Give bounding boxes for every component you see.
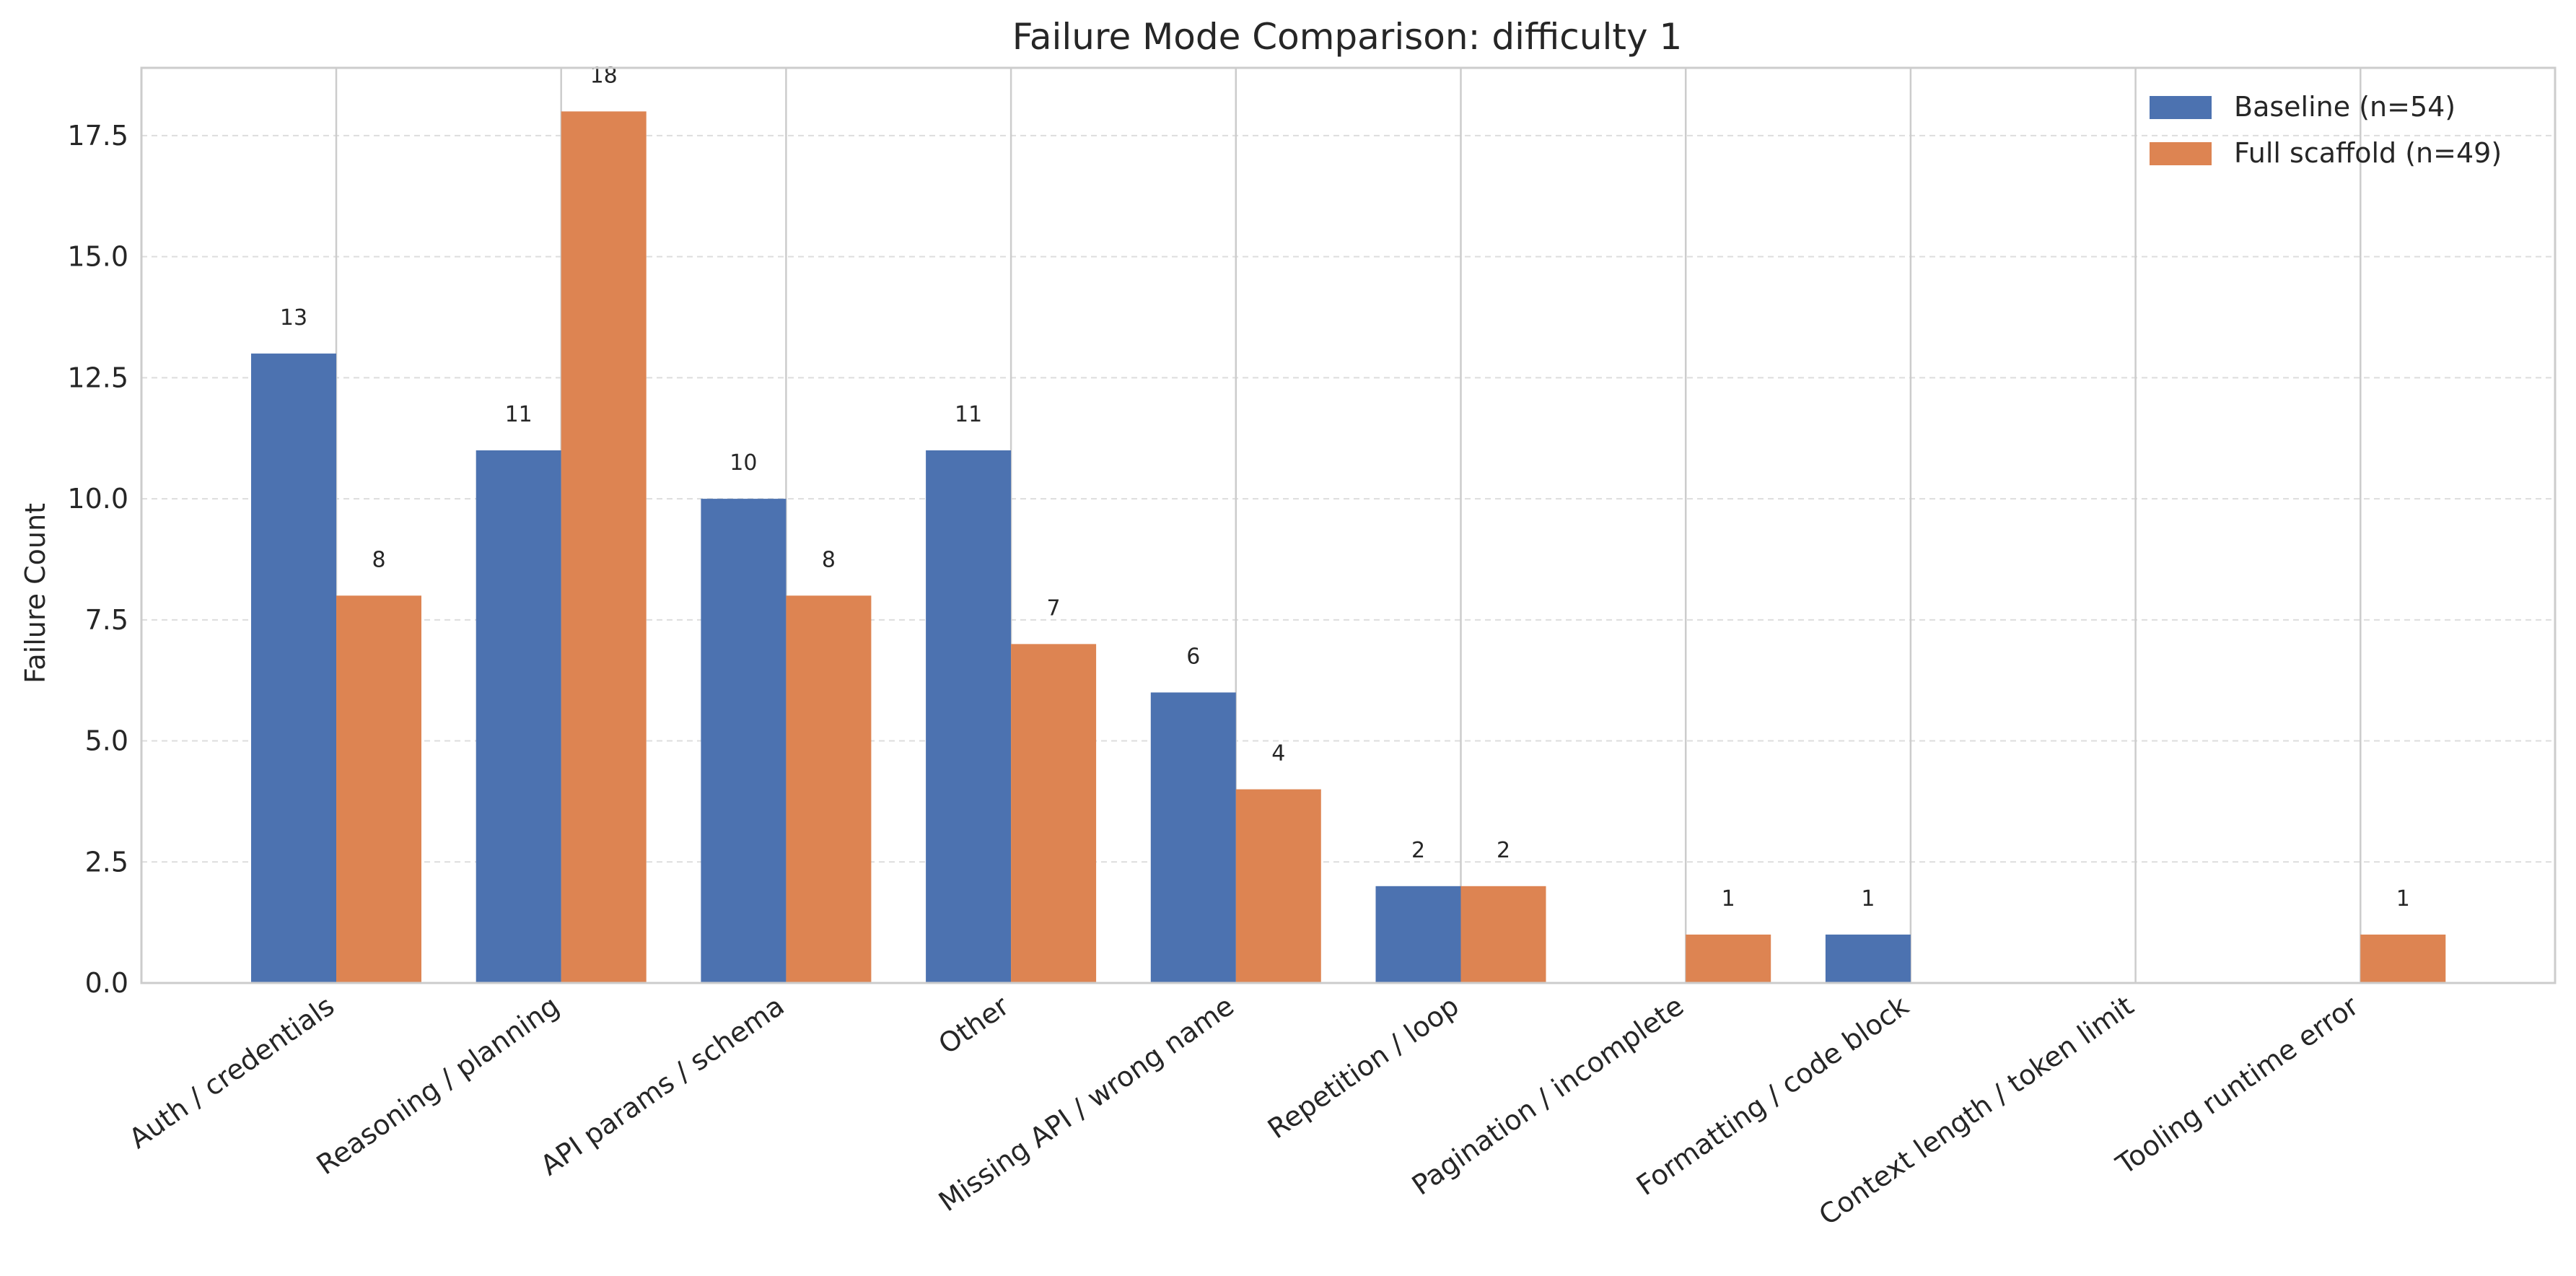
bar xyxy=(336,595,421,983)
x-tick-label: Other xyxy=(933,989,1015,1060)
bar-value-label: 4 xyxy=(1271,741,1285,766)
bar-value-label: 11 xyxy=(505,402,533,427)
y-axis-ticks: 0.0 2.5 5.0 7.5 10.0 12.5 15.0 17.5 xyxy=(67,120,128,999)
y-tick-label: 17.5 xyxy=(67,120,128,152)
bar xyxy=(2360,934,2446,983)
bar-value-label: 2 xyxy=(1497,838,1510,863)
legend: Baseline (n=54) Full scaffold (n=49) xyxy=(2150,91,2502,169)
bar xyxy=(1825,934,1911,983)
bar-value-label: 13 xyxy=(280,305,307,331)
legend-swatch xyxy=(2150,142,2212,165)
x-tick-label: API params / schema xyxy=(535,989,790,1181)
bar-value-label: 7 xyxy=(1047,595,1061,621)
bar xyxy=(786,595,872,983)
x-tick-label: Auth / credentials xyxy=(123,989,340,1155)
chart-title: Failure Mode Comparison: difficulty 1 xyxy=(1012,16,1683,58)
y-tick-label: 0.0 xyxy=(85,967,128,999)
bar xyxy=(1011,644,1097,983)
bar-value-label: 8 xyxy=(822,547,836,572)
bar xyxy=(251,353,336,983)
y-tick-label: 2.5 xyxy=(85,846,128,878)
y-tick-label: 7.5 xyxy=(85,604,128,636)
y-axis-label: Failure Count xyxy=(19,503,51,683)
bar xyxy=(1686,934,1771,983)
bar-value-label: 11 xyxy=(955,402,982,427)
legend-label: Baseline (n=54) xyxy=(2234,91,2455,123)
bar-value-label: 8 xyxy=(372,547,385,572)
bar-value-label: 2 xyxy=(1411,838,1425,863)
bar xyxy=(476,450,561,983)
bar-value-label: 1 xyxy=(2396,886,2410,912)
bar-value-label: 10 xyxy=(730,450,757,476)
x-tick-label: Tooling runtime error xyxy=(2110,989,2365,1181)
legend-label: Full scaffold (n=49) xyxy=(2234,137,2502,169)
bar-value-label: 6 xyxy=(1186,644,1200,669)
bar xyxy=(926,450,1012,983)
plot-frame xyxy=(140,66,2557,984)
y-tick-label: 10.0 xyxy=(67,483,128,515)
bar xyxy=(1235,789,1321,983)
bar xyxy=(701,499,787,983)
bar xyxy=(1375,886,1461,983)
x-tick-label: Reasoning / planning xyxy=(311,989,565,1181)
bar-value-label: 1 xyxy=(1722,886,1735,912)
bars xyxy=(251,111,2446,983)
legend-swatch xyxy=(2150,96,2212,119)
bar xyxy=(1150,692,1236,983)
x-tick-label: Repetition / loop xyxy=(1262,989,1465,1145)
y-tick-label: 5.0 xyxy=(85,725,128,757)
bar xyxy=(1460,886,1546,983)
y-tick-label: 15.0 xyxy=(67,241,128,273)
bar xyxy=(561,111,647,983)
y-tick-label: 12.5 xyxy=(67,362,128,393)
bar-value-label: 1 xyxy=(1861,886,1875,912)
